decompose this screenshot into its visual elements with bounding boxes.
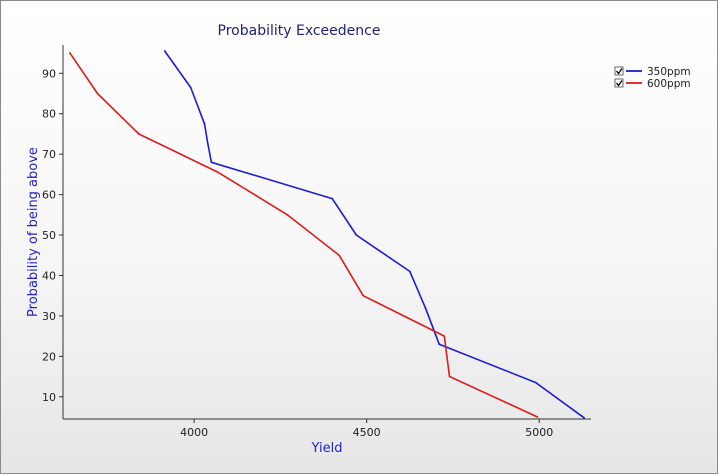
data-point-350ppm xyxy=(163,50,166,52)
x-tick-label: 4000 xyxy=(180,426,208,439)
data-point-350ppm xyxy=(203,122,206,125)
legend-label: 600ppm xyxy=(647,78,691,90)
series-line-350ppm xyxy=(164,50,585,419)
y-tick-label: 70 xyxy=(42,148,56,161)
data-point-350ppm xyxy=(189,86,192,89)
data-point-600ppm xyxy=(286,213,289,216)
y-tick-label: 20 xyxy=(42,350,56,363)
legend-checkbox[interactable] xyxy=(614,78,624,88)
x-axis-label: Yield xyxy=(311,441,343,456)
data-point-350ppm xyxy=(207,143,209,145)
y-tick-label: 90 xyxy=(42,67,56,80)
data-point-350ppm xyxy=(534,381,537,384)
data-point-600ppm xyxy=(443,335,446,338)
data-point-600ppm xyxy=(362,294,365,297)
check-icon xyxy=(615,68,623,75)
chart-title: Probability Exceedence xyxy=(218,23,381,39)
data-point-600ppm xyxy=(217,171,220,174)
y-tick-label: 10 xyxy=(42,391,56,404)
y-axis-label: Probability of being above xyxy=(26,147,41,317)
data-point-600ppm xyxy=(69,52,71,54)
data-point-350ppm xyxy=(424,306,427,309)
data-point-350ppm xyxy=(210,161,213,164)
data-point-600ppm xyxy=(448,375,451,378)
data-point-600ppm xyxy=(536,416,539,418)
plot-series xyxy=(69,50,585,419)
y-tick-label: 60 xyxy=(42,189,56,202)
data-point-350ppm xyxy=(438,343,441,346)
y-tick-label: 30 xyxy=(42,310,56,323)
x-tick-label: 4500 xyxy=(353,426,381,439)
y-axis-ticks: 10 20 30 40 50 60 70 80 90 xyxy=(42,67,63,404)
data-point-600ppm xyxy=(338,254,340,257)
legend-checkbox[interactable] xyxy=(614,66,624,76)
data-point-350ppm xyxy=(355,234,358,236)
data-point-350ppm xyxy=(583,416,585,419)
data-point-600ppm xyxy=(138,133,140,135)
y-tick-label: 40 xyxy=(42,269,56,282)
data-point-350ppm xyxy=(408,270,411,273)
x-tick-label: 5000 xyxy=(525,426,553,439)
data-point-350ppm xyxy=(331,197,334,200)
series-line-600ppm xyxy=(69,52,538,418)
data-point-600ppm xyxy=(96,92,99,95)
y-tick-label: 80 xyxy=(42,108,56,121)
x-axis-ticks: 4000 4500 5000 xyxy=(180,419,553,439)
y-tick-label: 50 xyxy=(42,229,56,242)
legend-label: 350ppm xyxy=(647,66,691,78)
check-icon xyxy=(615,80,623,87)
